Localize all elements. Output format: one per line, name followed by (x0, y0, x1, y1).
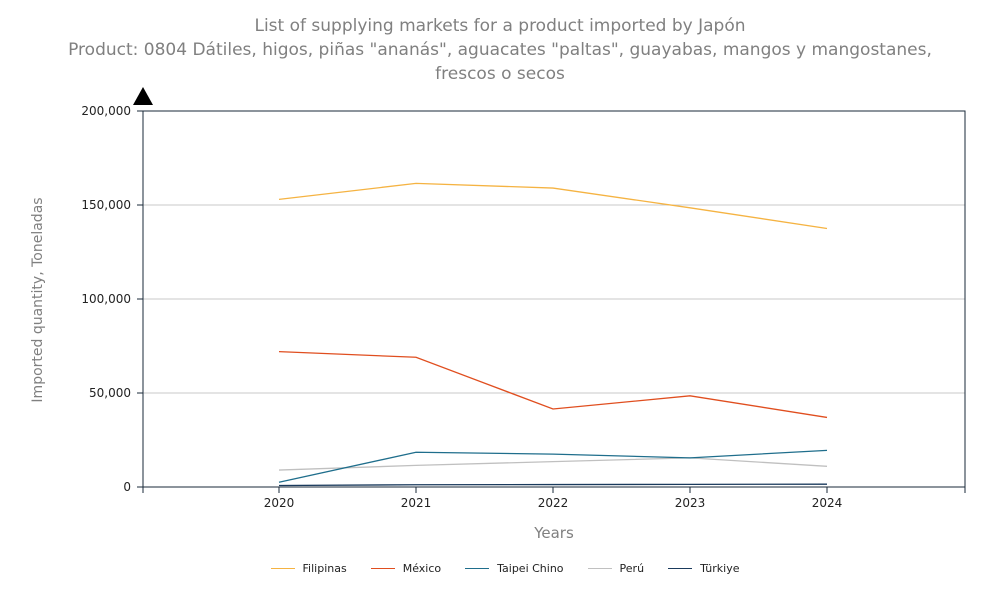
series-line (278, 182, 828, 230)
y-axis-title-text: Imported quantity, Toneladas (30, 197, 46, 403)
legend-item: Filipinas (270, 562, 347, 575)
chart-title: List of supplying markets for a product … (0, 14, 1000, 86)
y-tick-label: 200,000 (81, 104, 131, 118)
x-tick-label: 2020 (264, 496, 295, 510)
x-tick-label: 2023 (675, 496, 706, 510)
chart-title-line-2: Product: 0804 Dátiles, higos, piñas "ana… (68, 40, 932, 60)
y-tick-label: 50,000 (89, 386, 131, 400)
legend-item: Perú (587, 562, 645, 575)
series-line (278, 483, 828, 487)
series-line (278, 457, 828, 471)
x-tick-label: 2024 (812, 496, 843, 510)
legend-item: México (370, 562, 442, 575)
x-tick-label: 2022 (538, 496, 569, 510)
x-tick-label: 2021 (401, 496, 432, 510)
series-line (278, 350, 828, 419)
legend-swatch (668, 568, 693, 569)
legend-swatch (270, 568, 295, 569)
legend-item: Türkiye (668, 562, 739, 575)
legend-label: Taipei Chino (497, 562, 564, 575)
y-axis-arrow-icon (133, 87, 153, 105)
legend-swatch (370, 568, 395, 569)
chart-title-line-1: List of supplying markets for a product … (254, 16, 746, 36)
series-line (278, 449, 828, 483)
legend-swatch (465, 568, 490, 569)
y-tick-label: 0 (123, 480, 131, 494)
legend-item: Taipei Chino (465, 562, 564, 575)
legend-label: Türkiye (700, 562, 740, 575)
y-tick-label: 150,000 (81, 198, 131, 212)
y-tick-label: 100,000 (81, 292, 131, 306)
legend-label: México (402, 562, 442, 575)
legend-swatch (587, 568, 612, 569)
x-axis-title: Years (534, 524, 574, 542)
legend-label: Perú (619, 562, 645, 575)
legend: Filipinas México Taipei Chino Perú Türkiye (0, 562, 1000, 575)
chart-title-line-3: frescos o secos (435, 64, 565, 84)
legend-label: Filipinas (302, 562, 347, 575)
